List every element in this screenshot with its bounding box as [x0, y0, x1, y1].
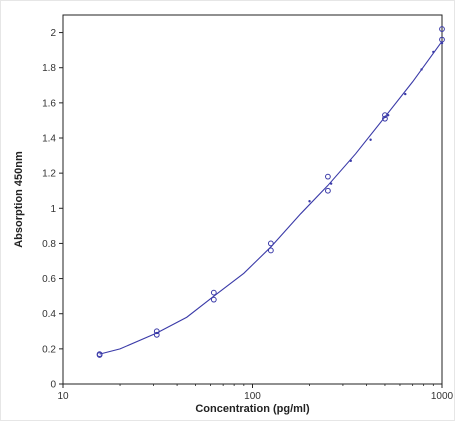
data-point	[325, 173, 331, 180]
y-tick-label: 1	[50, 204, 56, 215]
series-layer	[96, 26, 445, 358]
y-tick-label: 0	[50, 380, 56, 391]
plot-area	[62, 14, 443, 385]
y-tick-label: 1.6	[42, 98, 56, 109]
x-tick-label: 10	[57, 391, 69, 402]
x-tick-label: 1000	[431, 391, 454, 402]
data-point	[210, 296, 217, 303]
data-point	[267, 240, 274, 247]
x-axis-title: Concentration (pg/ml)	[195, 403, 310, 415]
fit-dot	[329, 182, 333, 185]
data-point	[96, 352, 103, 358]
fit-dot	[420, 68, 423, 71]
fit-dot	[440, 41, 444, 45]
fit-dot	[404, 92, 407, 96]
y-tick-label: 1.8	[42, 63, 56, 74]
y-tick-label: 0.8	[42, 239, 56, 250]
x-tick-label: 100	[244, 391, 261, 402]
data-point	[210, 289, 217, 296]
plot-frame	[62, 14, 443, 385]
fit-curve	[99, 41, 443, 355]
fit-dot	[369, 138, 372, 141]
data-point	[267, 247, 274, 254]
y-tick-label: 0.4	[42, 309, 56, 320]
y-tick-label: 1.4	[42, 134, 56, 145]
y-tick-label: 1.2	[42, 169, 56, 180]
data-point	[439, 26, 445, 32]
y-tick-label: 0.6	[42, 274, 56, 285]
fit-dot	[432, 50, 435, 54]
y-tick-label: 0.2	[42, 344, 56, 355]
fit-dot	[308, 200, 311, 203]
data-point	[325, 187, 331, 194]
y-tick-label: 2	[50, 28, 56, 39]
y-axis-title: Absorption 450nm	[13, 151, 25, 248]
data-point	[153, 331, 160, 338]
fit-dot	[386, 113, 390, 117]
fit-dot	[349, 159, 352, 163]
axes: 0 0.2 0.4 0.6 0.8 1 1.2 1.4 1.6 1.8 2 10 100 1000	[42, 28, 453, 402]
